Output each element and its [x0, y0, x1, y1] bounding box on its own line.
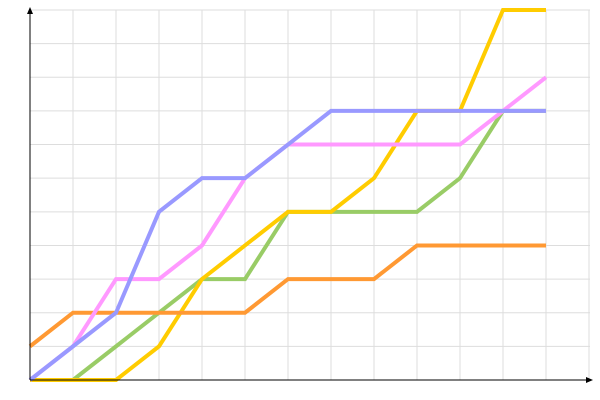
series-line-5	[28, 108, 546, 382]
x-axis-arrow-icon	[586, 377, 593, 383]
grid	[30, 9, 590, 380]
y-axis-arrow-icon	[27, 7, 33, 14]
series-group	[28, 8, 548, 382]
axes	[27, 7, 593, 383]
